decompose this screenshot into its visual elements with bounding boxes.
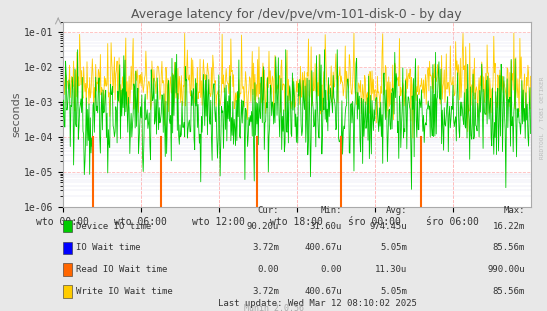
Text: Munin 2.0.56: Munin 2.0.56: [243, 304, 304, 311]
Title: Average latency for /dev/pve/vm-101-disk-0 - by day: Average latency for /dev/pve/vm-101-disk…: [131, 7, 462, 21]
Text: 400.67u: 400.67u: [304, 287, 342, 296]
Text: 85.56m: 85.56m: [493, 287, 525, 296]
Text: RRDTOOL / TOBI OETIKER: RRDTOOL / TOBI OETIKER: [539, 77, 544, 160]
Text: 974.45u: 974.45u: [370, 222, 408, 230]
Text: IO Wait time: IO Wait time: [76, 244, 141, 252]
Text: Cur:: Cur:: [258, 206, 279, 215]
Text: 3.72m: 3.72m: [252, 244, 279, 252]
Text: 5.05m: 5.05m: [381, 287, 408, 296]
Text: Max:: Max:: [504, 206, 525, 215]
Text: Last update: Wed Mar 12 08:10:02 2025: Last update: Wed Mar 12 08:10:02 2025: [218, 299, 417, 308]
Text: 400.67u: 400.67u: [304, 244, 342, 252]
Text: 5.05m: 5.05m: [381, 244, 408, 252]
Text: Avg:: Avg:: [386, 206, 408, 215]
Y-axis label: seconds: seconds: [11, 91, 21, 137]
Text: Write IO Wait time: Write IO Wait time: [76, 287, 173, 296]
Text: 85.56m: 85.56m: [493, 244, 525, 252]
Text: 90.20u: 90.20u: [247, 222, 279, 230]
Text: Read IO Wait time: Read IO Wait time: [76, 265, 167, 274]
Text: 16.22m: 16.22m: [493, 222, 525, 230]
Text: 990.00u: 990.00u: [487, 265, 525, 274]
Text: Device IO time: Device IO time: [76, 222, 152, 230]
Text: Min:: Min:: [321, 206, 342, 215]
Text: 31.60u: 31.60u: [310, 222, 342, 230]
Text: 0.00: 0.00: [258, 265, 279, 274]
Text: 11.30u: 11.30u: [375, 265, 408, 274]
Text: 3.72m: 3.72m: [252, 287, 279, 296]
Text: 0.00: 0.00: [321, 265, 342, 274]
